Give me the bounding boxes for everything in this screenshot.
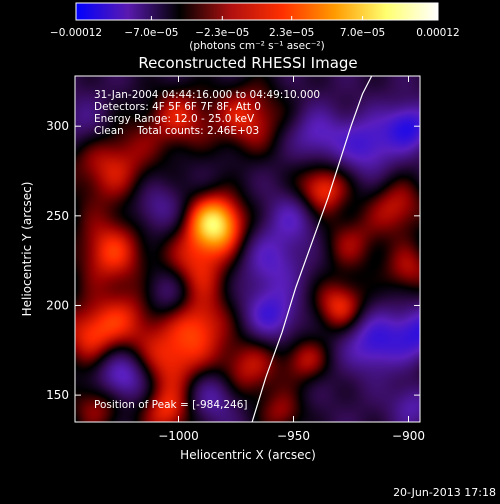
peak-position-label: Position of Peak = [-984,246] (94, 399, 248, 411)
colorbar-tick-label: −0.00012 (50, 27, 102, 39)
colorbar-tick-label: −2.3e−05 (195, 27, 249, 39)
x-tick-label: −900 (392, 429, 425, 443)
footer-date: 20-Jun-2013 17:18 (393, 486, 496, 499)
y-axis-label: Heliocentric Y (arcsec) (20, 182, 34, 317)
colorbar-unit-label: (photons cm⁻² s⁻¹ asec⁻²) (189, 40, 324, 52)
y-tick-label: 250 (46, 209, 69, 223)
colorbar-tick-label: 7.0e−05 (340, 27, 385, 39)
y-tick-label: 300 (46, 119, 69, 133)
colorbar-tick-label: 0.00012 (416, 27, 459, 39)
colorbar-tick-label: −7.0e−05 (124, 27, 178, 39)
heatmap-image (75, 76, 420, 422)
y-tick-label: 150 (46, 388, 69, 402)
x-tick-label: −950 (277, 429, 310, 443)
colorbar-ticks: −0.00012 −7.0e−05 −2.3e−05 2.3e−05 7.0e−05 0.… (50, 16, 460, 39)
x-axis-ticks: −1000 −950 −900 (158, 76, 425, 443)
annotation-clean-counts: Clean Total counts: 2.46E+03 (94, 125, 259, 137)
y-axis-ticks: 150 200 250 300 (46, 119, 420, 402)
x-axis-label: Heliocentric X (arcsec) (180, 448, 316, 462)
plot-frame (74, 75, 421, 423)
x-tick-label: −1000 (158, 429, 199, 443)
colorbar-tick-label: 2.3e−05 (269, 27, 314, 39)
chart-title: Reconstructed RHESSI Image (138, 54, 357, 72)
heatmap-area (75, 76, 420, 422)
annotation-time-range: 31-Jan-2004 04:44:16.000 to 04:49:10.000 (94, 89, 320, 101)
y-tick-label: 200 (46, 298, 69, 312)
colorbar (75, 2, 439, 21)
annotation-energy-range: Energy Range: 12.0 - 25.0 keV (94, 113, 255, 125)
annotation-detectors: Detectors: 4F 5F 6F 7F 8F, Att 0 (94, 101, 261, 113)
solar-limb-line (251, 76, 373, 422)
